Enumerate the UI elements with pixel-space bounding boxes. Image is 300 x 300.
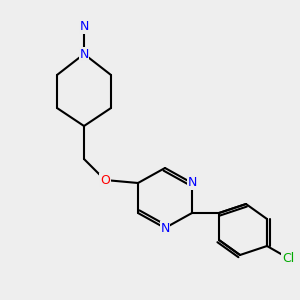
Text: O: O <box>100 173 110 187</box>
Text: Cl: Cl <box>282 251 294 265</box>
Text: N: N <box>79 47 89 61</box>
Text: N: N <box>79 20 89 34</box>
Text: N: N <box>160 221 170 235</box>
Text: N: N <box>187 176 197 190</box>
